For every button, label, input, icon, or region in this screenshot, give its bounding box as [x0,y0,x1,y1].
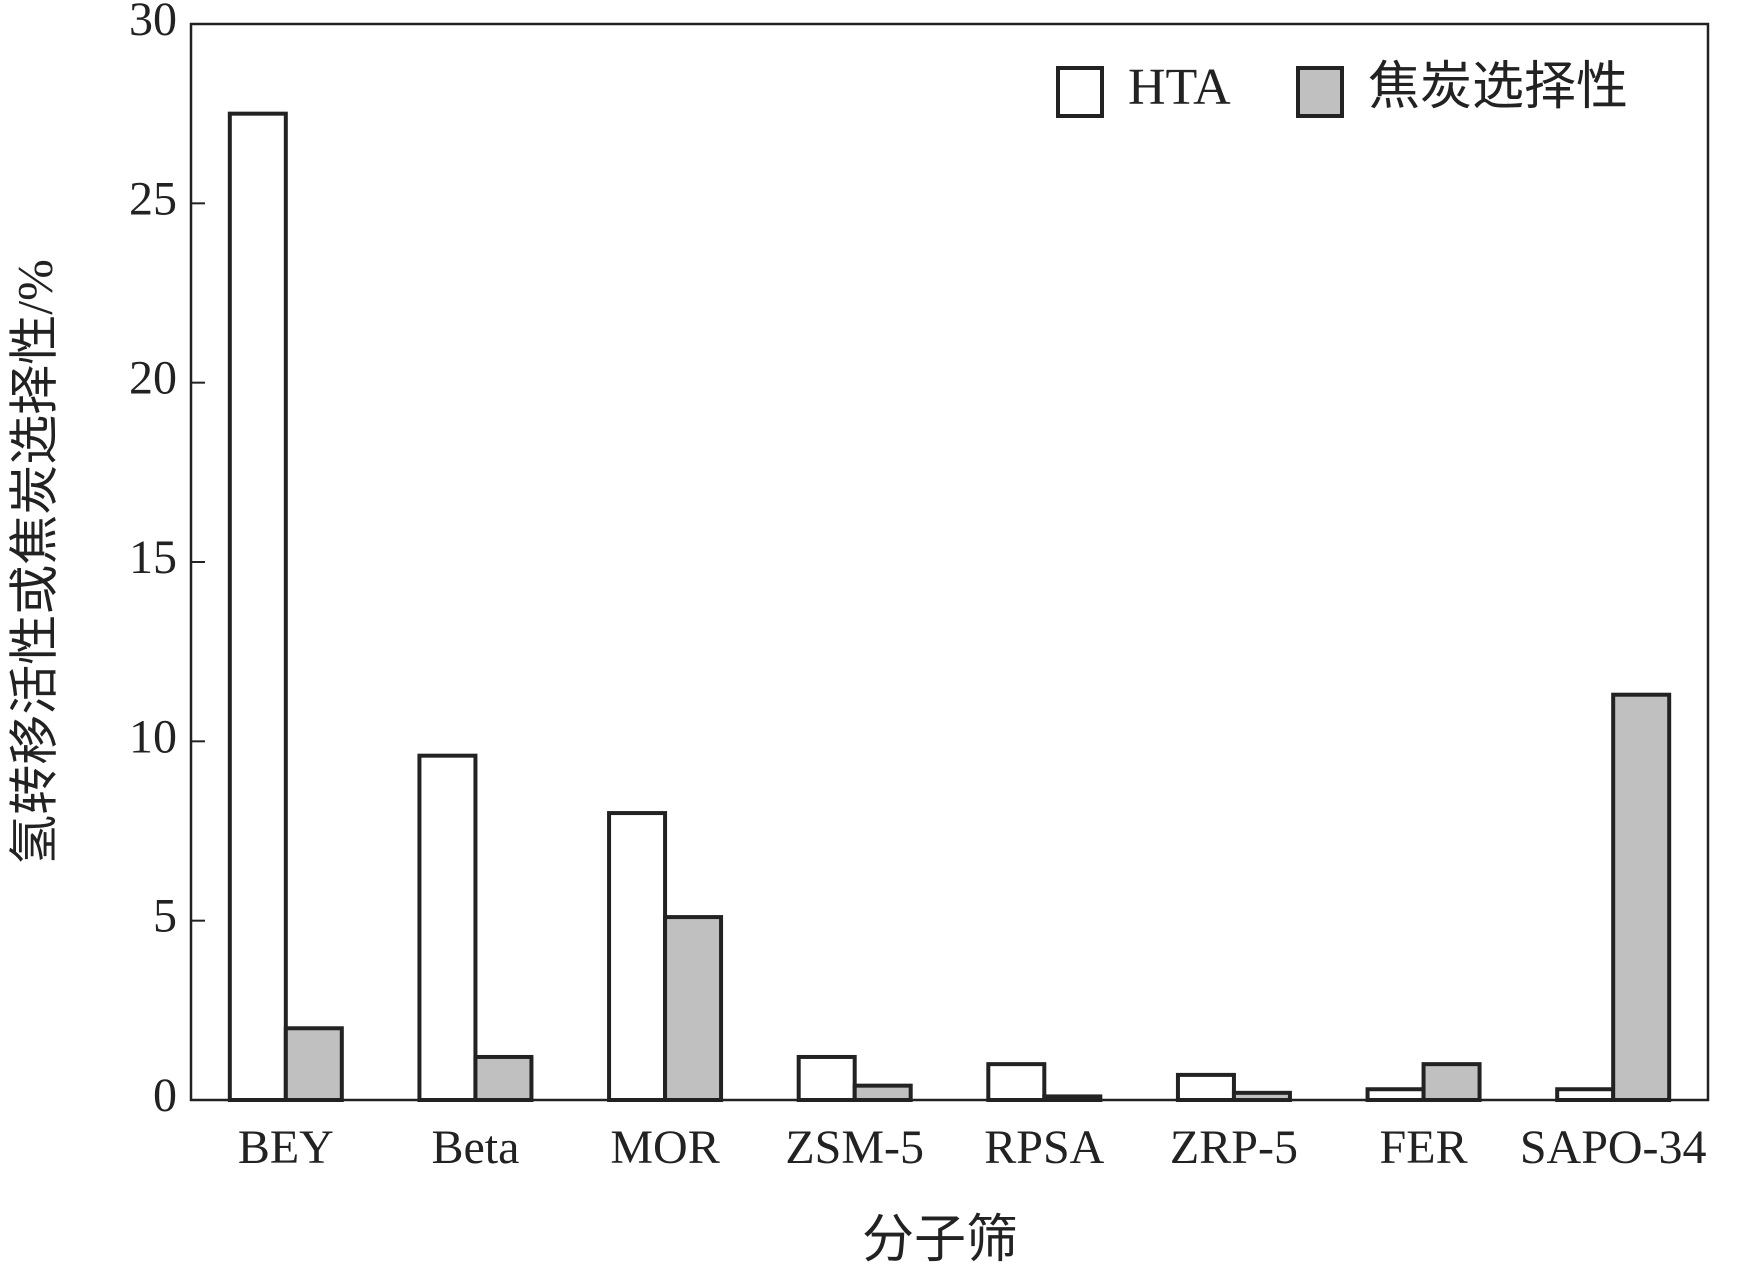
x-axis-label: 分子筛 [862,1212,1018,1269]
x-tick-label: FER [1380,1121,1468,1174]
legend-label: 焦炭选择性 [1368,59,1628,116]
y-tick-label: 10 [129,710,177,763]
y-tick-label: 20 [129,352,177,405]
x-tick-label: MOR [610,1121,719,1174]
bar [607,811,668,1102]
y-axis-label: 氢转移活性或焦炭选择性/% [6,259,62,865]
bar [1421,1062,1482,1102]
legend-swatch [1056,66,1104,118]
bar [1365,1087,1426,1102]
bar [227,111,288,1102]
legend-label: HTA [1128,59,1231,116]
x-tick-label: RPSA [984,1121,1104,1174]
x-tick-label: BEY [238,1121,334,1174]
bar [796,1054,857,1102]
x-tick-label: SAPO-34 [1520,1121,1707,1174]
legend-swatch [1296,66,1344,118]
bar [1175,1072,1236,1102]
bar [986,1062,1047,1102]
bar [283,1026,344,1103]
bar [473,1054,534,1102]
bar [417,753,478,1102]
plot-frame [189,22,1710,1102]
y-tick-label: 5 [153,890,177,943]
x-tick-label: ZRP-5 [1170,1121,1298,1174]
y-tick-label: 15 [129,531,177,584]
x-tick-label: Beta [431,1121,519,1174]
bar [1555,1087,1616,1102]
x-tick-label: ZSM-5 [785,1121,924,1174]
bar [663,915,724,1103]
y-tick-label: 30 [129,0,177,46]
bar [852,1083,913,1102]
y-tick-label: 25 [129,172,177,225]
y-tick-label: 0 [153,1069,177,1122]
bar [1611,692,1672,1102]
